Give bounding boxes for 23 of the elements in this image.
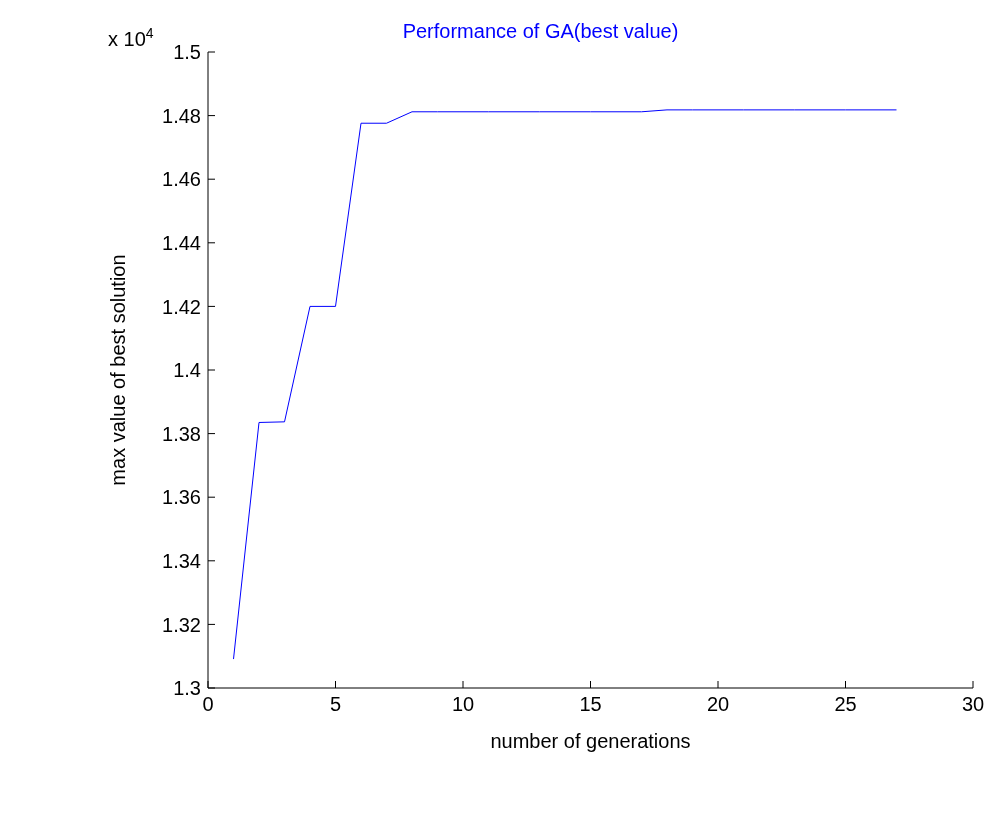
x-axis-title: number of generations bbox=[490, 730, 691, 752]
text: x 10$^{4}$ bbox=[108, 25, 154, 50]
y-axis-title: max value of best solution bbox=[107, 254, 130, 486]
x-tick-label: 15 bbox=[579, 693, 602, 716]
y-tick-label: 1.46 bbox=[162, 168, 201, 191]
y-tick-label: 1.4 bbox=[173, 359, 201, 382]
y-tick-label: 1.48 bbox=[162, 104, 201, 127]
y-tick-label: 1.34 bbox=[162, 549, 201, 572]
line-series bbox=[233, 109, 897, 660]
y-tick-label: 1.38 bbox=[162, 422, 201, 445]
y-tick-label: 1.5 bbox=[173, 41, 201, 64]
y-tick-label: 1.44 bbox=[162, 231, 201, 254]
x-tick-label: 10 bbox=[451, 693, 475, 716]
chart-title: Performance of GA(best value) bbox=[402, 20, 679, 42]
x-tick-label: 25 bbox=[834, 693, 857, 716]
x-tick-label: 5 bbox=[329, 693, 342, 716]
y-tick-label: 1.42 bbox=[162, 295, 201, 318]
x-tick-label: 30 bbox=[961, 693, 985, 716]
x-tick-label: 20 bbox=[706, 693, 730, 716]
x-tick-label: 0 bbox=[202, 693, 214, 716]
y-tick-label: 1.3 bbox=[173, 677, 201, 700]
y-tick-label: 1.32 bbox=[162, 613, 201, 636]
y-tick-label: 1.36 bbox=[162, 486, 201, 509]
